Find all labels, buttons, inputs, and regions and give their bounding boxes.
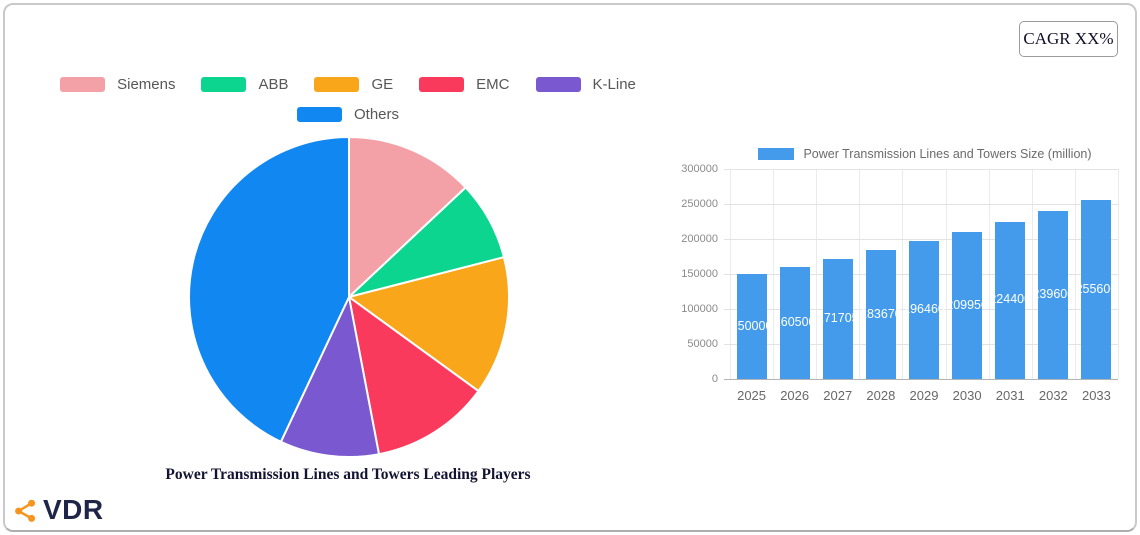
legend-swatch bbox=[314, 77, 360, 92]
legend-label: ABB bbox=[258, 76, 289, 93]
pie-legend-row: Others bbox=[0, 106, 696, 123]
bar-value-label: 171705 bbox=[816, 310, 859, 325]
bar-2032 bbox=[1038, 211, 1069, 379]
bar-value-label: 150000 bbox=[730, 318, 773, 333]
legend-label: Others bbox=[353, 106, 399, 123]
legend-item-abb: ABB bbox=[201, 76, 288, 93]
legend-swatch bbox=[296, 107, 342, 122]
legend-item-emc: EMC bbox=[419, 76, 510, 93]
bar-value-label: 224400 bbox=[989, 292, 1032, 307]
horizontal-gridline bbox=[724, 379, 1118, 380]
pie-legend-row: Siemens ABB GE EMC K-Line bbox=[0, 76, 696, 93]
vertical-gridline bbox=[1118, 169, 1119, 379]
y-axis-tick-label: 150000 bbox=[681, 268, 718, 280]
x-axis-tick-label: 2028 bbox=[866, 388, 896, 403]
legend-item-ge: GE bbox=[314, 76, 393, 93]
legend-label: K-Line bbox=[592, 76, 636, 93]
bar-legend-swatch bbox=[758, 148, 795, 160]
y-axis-tick-label: 0 bbox=[711, 373, 718, 385]
pie-slice-ge bbox=[348, 256, 510, 393]
x-axis-tick-label: 2032 bbox=[1038, 388, 1068, 403]
vdr-logo: VDR bbox=[13, 494, 104, 526]
legend-label: GE bbox=[371, 76, 394, 93]
legend-label: Siemens bbox=[117, 76, 176, 93]
bar-value-label: 239600 bbox=[1032, 287, 1075, 302]
bar-2031 bbox=[995, 221, 1026, 379]
x-axis-tick-label: 2030 bbox=[952, 388, 982, 403]
y-axis-tick-label: 300000 bbox=[681, 163, 718, 175]
pie-slice-k-line bbox=[279, 296, 380, 459]
legend-swatch bbox=[419, 77, 465, 92]
pie-slice-others bbox=[188, 136, 350, 443]
pie-chart bbox=[188, 136, 510, 459]
bar-value-label: 160500 bbox=[773, 314, 816, 329]
horizontal-gridline bbox=[724, 204, 1118, 205]
legend-swatch bbox=[60, 77, 106, 92]
logo-text: VDR bbox=[43, 494, 104, 525]
bar-value-label: 209950 bbox=[946, 297, 988, 312]
legend-item-k-line: K-Line bbox=[535, 76, 636, 93]
y-axis-tick-label: 200000 bbox=[681, 233, 718, 245]
legend-item-others: Others bbox=[296, 106, 399, 123]
x-axis-tick-label: 2029 bbox=[909, 388, 939, 403]
bar-2030 bbox=[952, 232, 983, 379]
bar-2025 bbox=[736, 274, 767, 379]
bar-value-label: 255600 bbox=[1075, 281, 1118, 296]
pie-legend: Siemens ABB GE EMC K-Line Others bbox=[0, 76, 696, 136]
y-axis-tick-label: 250000 bbox=[681, 198, 718, 210]
bar-2026 bbox=[779, 266, 810, 379]
bar-value-label: 196460 bbox=[903, 302, 945, 317]
share-icon bbox=[15, 499, 36, 522]
x-axis-tick-label: 2033 bbox=[1081, 388, 1111, 403]
legend-label: EMC bbox=[476, 76, 510, 93]
legend-swatch bbox=[201, 77, 247, 92]
x-axis-tick-label: 2027 bbox=[823, 388, 853, 403]
horizontal-gridline bbox=[724, 169, 1118, 170]
bar-value-label: 183670 bbox=[860, 306, 902, 321]
cagr-badge: CAGR XX% bbox=[1019, 21, 1118, 57]
legend-swatch bbox=[535, 77, 581, 92]
pie-slice-emc bbox=[348, 296, 480, 456]
bar-legend-label: Power Transmission Lines and Towers Size… bbox=[803, 147, 1092, 161]
bar-2029 bbox=[909, 241, 939, 379]
legend-item-siemens: Siemens bbox=[60, 76, 175, 93]
x-axis-tick-label: 2025 bbox=[737, 388, 767, 403]
y-axis-tick-label: 50000 bbox=[687, 338, 718, 350]
y-axis-tick-label: 100000 bbox=[681, 303, 718, 315]
bar-2033 bbox=[1081, 200, 1112, 379]
pie-title: Power Transmission Lines and Towers Lead… bbox=[165, 466, 531, 483]
horizontal-gridline bbox=[724, 239, 1118, 240]
pie-slice-siemens bbox=[348, 136, 467, 298]
bar-2028 bbox=[865, 250, 896, 379]
bar-2027 bbox=[822, 258, 853, 379]
x-axis-tick-label: 2031 bbox=[995, 388, 1025, 403]
bar-chart-plot: 0 50000 100000 150000 200000 250000 300000 1500… bbox=[681, 163, 1119, 403]
x-axis-tick-label: 2026 bbox=[780, 388, 810, 403]
bar-chart-legend: Power Transmission Lines and Towers Size… bbox=[730, 147, 1120, 161]
